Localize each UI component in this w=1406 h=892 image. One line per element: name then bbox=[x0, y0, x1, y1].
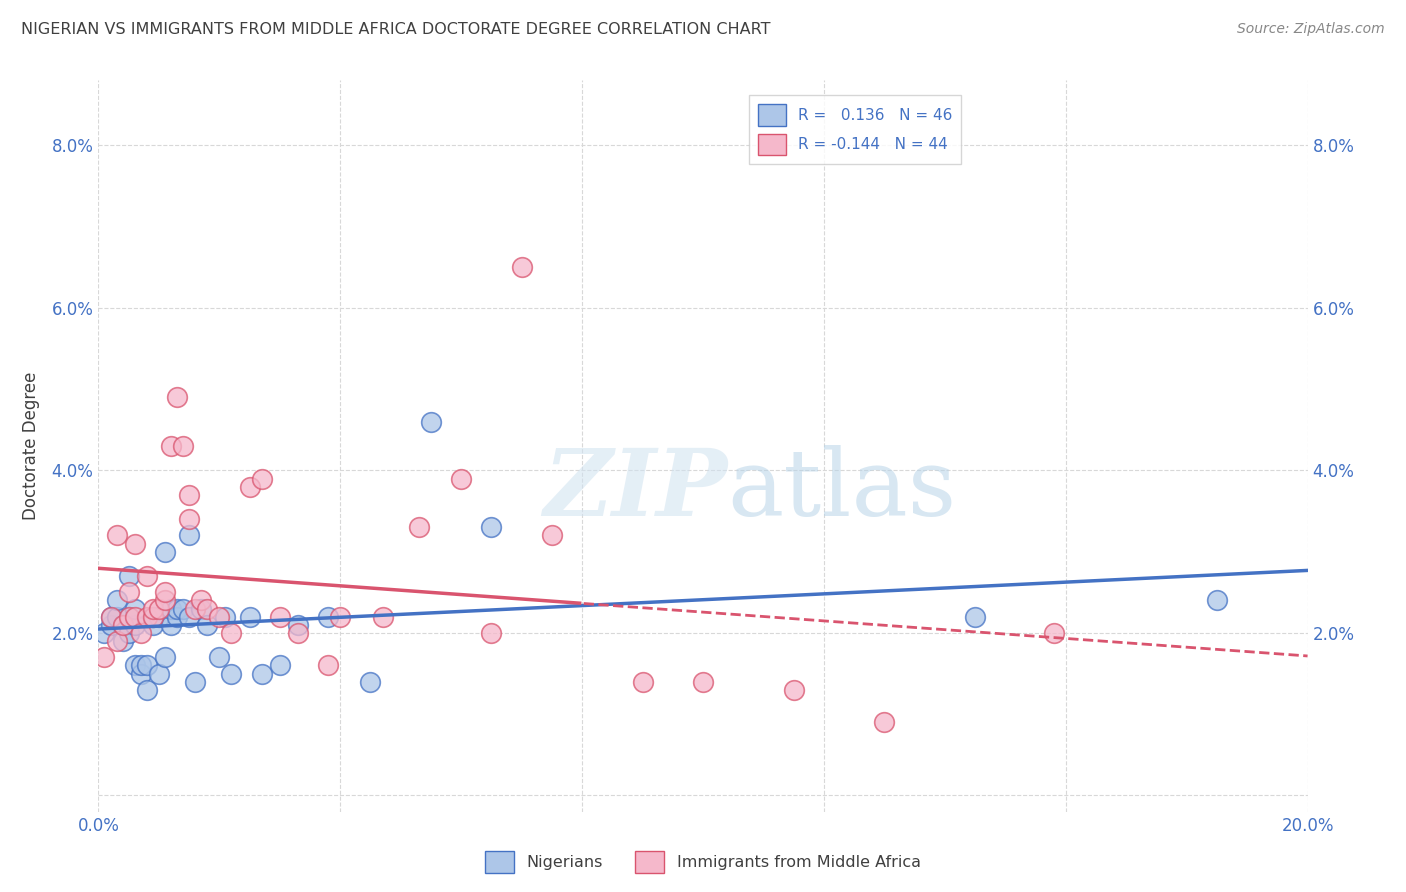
Point bbox=[105, 609, 128, 624]
Point bbox=[873, 715, 896, 730]
Point bbox=[148, 609, 170, 624]
Point bbox=[124, 658, 146, 673]
Point bbox=[184, 674, 207, 689]
Point bbox=[100, 617, 122, 632]
Point bbox=[783, 682, 806, 697]
Point bbox=[100, 609, 122, 624]
Point bbox=[129, 666, 152, 681]
Point bbox=[118, 609, 141, 624]
Point bbox=[208, 650, 231, 665]
Point bbox=[287, 626, 309, 640]
Point bbox=[111, 634, 134, 648]
Point bbox=[184, 601, 207, 615]
Point bbox=[1042, 626, 1064, 640]
Point bbox=[239, 480, 262, 494]
Point bbox=[142, 601, 165, 615]
Point bbox=[100, 609, 122, 624]
Point bbox=[179, 512, 201, 526]
Point bbox=[316, 609, 339, 624]
Point bbox=[172, 439, 194, 453]
Point bbox=[239, 609, 262, 624]
Point bbox=[111, 617, 134, 632]
Point bbox=[93, 626, 115, 640]
Text: ZIP: ZIP bbox=[543, 445, 727, 535]
Point bbox=[360, 674, 382, 689]
Text: atlas: atlas bbox=[727, 445, 956, 535]
Point bbox=[420, 415, 443, 429]
Point bbox=[135, 682, 157, 697]
Point bbox=[124, 609, 146, 624]
Point bbox=[692, 674, 714, 689]
Point bbox=[190, 593, 212, 607]
Point bbox=[179, 528, 201, 542]
Point bbox=[269, 609, 291, 624]
Point bbox=[142, 609, 165, 624]
Point bbox=[160, 439, 183, 453]
Point bbox=[250, 471, 273, 485]
Point bbox=[631, 674, 654, 689]
Point bbox=[142, 617, 165, 632]
Point bbox=[316, 658, 339, 673]
Point bbox=[129, 626, 152, 640]
Point bbox=[93, 650, 115, 665]
Point bbox=[124, 536, 146, 550]
Point bbox=[269, 658, 291, 673]
Point bbox=[1206, 593, 1229, 607]
Point bbox=[135, 609, 157, 624]
Point bbox=[408, 520, 430, 534]
Point bbox=[510, 260, 533, 275]
Point bbox=[221, 666, 243, 681]
Point bbox=[179, 488, 201, 502]
Point bbox=[190, 601, 212, 615]
Point bbox=[160, 601, 183, 615]
Text: Source: ZipAtlas.com: Source: ZipAtlas.com bbox=[1237, 22, 1385, 37]
Point bbox=[129, 658, 152, 673]
Y-axis label: Doctorate Degree: Doctorate Degree bbox=[22, 372, 41, 520]
Point bbox=[329, 609, 352, 624]
Point bbox=[172, 601, 194, 615]
Point bbox=[481, 520, 503, 534]
Point bbox=[481, 626, 503, 640]
Point bbox=[142, 609, 165, 624]
Point bbox=[124, 601, 146, 615]
Point bbox=[195, 601, 218, 615]
Text: NIGERIAN VS IMMIGRANTS FROM MIDDLE AFRICA DOCTORATE DEGREE CORRELATION CHART: NIGERIAN VS IMMIGRANTS FROM MIDDLE AFRIC… bbox=[21, 22, 770, 37]
Point bbox=[153, 585, 176, 599]
Point bbox=[124, 617, 146, 632]
Point bbox=[221, 626, 243, 640]
Point bbox=[965, 609, 987, 624]
Point bbox=[540, 528, 562, 542]
Point bbox=[166, 390, 188, 404]
Point bbox=[148, 601, 170, 615]
Point bbox=[105, 593, 128, 607]
Point bbox=[135, 658, 157, 673]
Point bbox=[118, 609, 141, 624]
Point bbox=[208, 609, 231, 624]
Point bbox=[153, 650, 176, 665]
Point bbox=[160, 617, 183, 632]
Legend: Nigerians, Immigrants from Middle Africa: Nigerians, Immigrants from Middle Africa bbox=[479, 844, 927, 880]
Point bbox=[148, 666, 170, 681]
Point bbox=[287, 617, 309, 632]
Point bbox=[111, 617, 134, 632]
Point bbox=[118, 626, 141, 640]
Point bbox=[118, 585, 141, 599]
Point bbox=[250, 666, 273, 681]
Point bbox=[105, 528, 128, 542]
Point bbox=[214, 609, 236, 624]
Legend: R =   0.136   N = 46, R = -0.144   N = 44: R = 0.136 N = 46, R = -0.144 N = 44 bbox=[749, 95, 962, 164]
Point bbox=[166, 601, 188, 615]
Point bbox=[153, 593, 176, 607]
Point bbox=[135, 569, 157, 583]
Point bbox=[371, 609, 394, 624]
Point bbox=[153, 544, 176, 558]
Point bbox=[118, 569, 141, 583]
Point bbox=[105, 634, 128, 648]
Point bbox=[179, 609, 201, 624]
Point bbox=[166, 609, 188, 624]
Point bbox=[450, 471, 472, 485]
Point bbox=[195, 617, 218, 632]
